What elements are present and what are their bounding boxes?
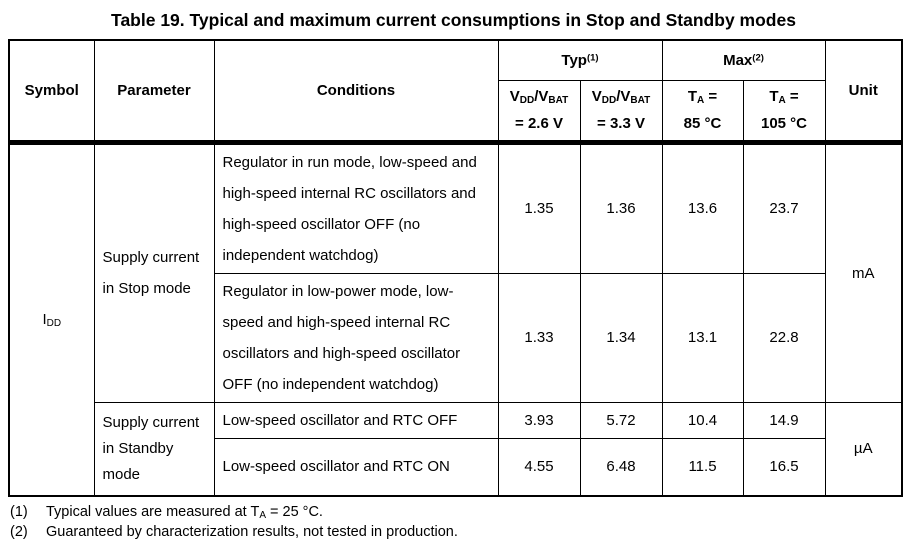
typ-3v3-value: 1.36: [579, 139, 663, 274]
voltage-value: = 2.6 V: [515, 115, 563, 132]
typ-2v6-value: 1.35: [497, 139, 581, 274]
col-header-vdd-vbat-3v3: VDD/VBAT = 3.3 V: [579, 79, 663, 143]
typ-label: Typ: [561, 51, 587, 69]
footnote-ref-1: (1): [586, 52, 599, 64]
unit-cell-ua: µA: [824, 401, 903, 497]
footnote-number: (2): [10, 524, 28, 540]
col-header-parameter: Parameter: [93, 39, 215, 143]
col-header-symbol: Symbol: [8, 39, 95, 143]
max-105c-value: 14.9: [742, 401, 826, 439]
col-header-unit: Unit: [824, 39, 903, 143]
parameter-cell-standby: Supply current in Standby mode: [93, 401, 215, 497]
ta-label: TA =: [769, 88, 799, 106]
footnote-number: (1): [10, 504, 28, 520]
footnote-1: (1) Typical values are measured at TA = …: [10, 502, 899, 522]
conditions-cell: Regulator in low-power mode, low-speed a…: [213, 272, 499, 403]
col-header-conditions: Conditions: [213, 39, 499, 143]
table-body: IDD Supply current in Stop mode Regulato…: [8, 139, 903, 497]
temperature-value: 105 °C: [760, 115, 808, 132]
max-85c-value: 11.5: [661, 437, 744, 497]
max-label: Max: [723, 51, 753, 69]
conditions-cell: Low-speed oscillator and RTC OFF: [213, 401, 499, 439]
temperature-value: 85 °C: [683, 115, 722, 132]
voltage-value: = 3.3 V: [597, 115, 645, 132]
max-85c-value: 13.6: [661, 139, 744, 274]
max-85c-value: 13.1: [661, 272, 744, 403]
typ-3v3-value: 1.34: [579, 272, 663, 403]
max-105c-value: 22.8: [742, 272, 826, 403]
vdd-vbat-label: VDD/VBAT: [509, 88, 569, 106]
col-group-max: Max(2): [661, 39, 826, 81]
ta-label: TA =: [687, 88, 718, 106]
col-header-ta-105: TA = 105 °C: [742, 79, 826, 143]
footnote-ref-2: (2): [752, 52, 764, 64]
max-105c-value: 16.5: [742, 437, 826, 497]
standby-mode-row-2: Low-speed oscillator and RTC ON 4.55 6.4…: [9, 437, 902, 497]
table-header: Symbol Parameter Conditions Typ(1) Max(2…: [8, 39, 903, 143]
parameter-cell-stop: Supply current in Stop mode: [93, 139, 215, 403]
current-consumption-table: Symbol Parameter Conditions Typ(1) Max(2…: [8, 39, 903, 497]
typ-2v6-value: 4.55: [497, 437, 581, 497]
symbol-cell-idd: IDD: [8, 139, 95, 497]
standby-mode-row-1: Supply current in Standby mode Low-speed…: [9, 401, 903, 497]
typ-2v6-value: 1.33: [497, 272, 581, 403]
header-row-subcols: VDD/VBAT = 2.6 V VDD/VBAT = 3.3 V TA = 8…: [9, 79, 902, 143]
typ-2v6-value: 3.93: [497, 401, 581, 439]
stop-mode-row-2: Regulator in low-power mode, low-speed a…: [9, 272, 902, 403]
stop-mode-row-1: IDD Supply current in Stop mode Regulato…: [8, 139, 903, 497]
max-85c-value: 10.4: [661, 401, 744, 439]
max-105c-value: 23.7: [742, 139, 826, 274]
unit-cell-ma: mA: [824, 139, 903, 403]
footnote-text: Guaranteed by characterization results, …: [46, 524, 458, 540]
col-group-typ: Typ(1): [497, 39, 663, 81]
vdd-vbat-label: VDD/VBAT: [591, 88, 651, 106]
conditions-cell: Regulator in run mode, low-speed and hig…: [213, 139, 499, 274]
table-title: Table 19. Typical and maximum current co…: [111, 10, 796, 30]
footnote-text: Typical values are measured at TA = 25 °…: [46, 504, 323, 521]
conditions-cell: Low-speed oscillator and RTC ON: [213, 437, 499, 497]
col-header-ta-85: TA = 85 °C: [661, 79, 744, 143]
footnote-2: (2) Guaranteed by characterization resul…: [10, 522, 899, 542]
typ-3v3-value: 6.48: [579, 437, 663, 497]
typ-3v3-value: 5.72: [579, 401, 663, 439]
footnotes: (1) Typical values are measured at TA = …: [8, 502, 899, 542]
col-header-vdd-vbat-2v6: VDD/VBAT = 2.6 V: [497, 79, 581, 143]
header-row-groups: Symbol Parameter Conditions Typ(1) Max(2…: [8, 39, 903, 143]
